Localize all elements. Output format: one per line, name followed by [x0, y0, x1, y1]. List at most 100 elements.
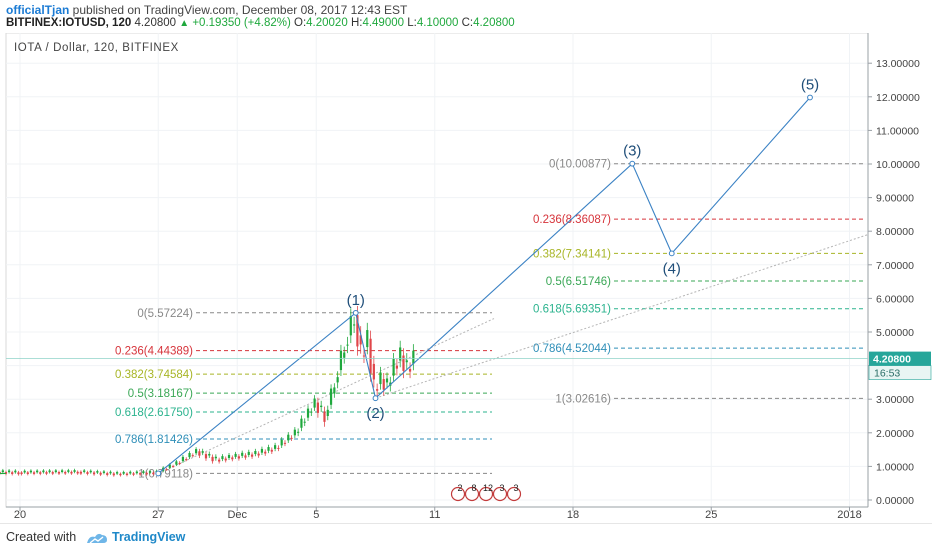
candle-body	[218, 460, 220, 462]
candle-body	[215, 457, 217, 459]
tradingview-logo-icon	[86, 531, 108, 545]
candle-body	[409, 369, 411, 372]
open-value: 4.20020	[306, 17, 348, 29]
candle-body	[330, 389, 332, 405]
fib-level-label: 0.382(7.34141)	[533, 248, 611, 260]
candle-body	[300, 419, 302, 428]
candle-body	[261, 449, 263, 453]
candle-body	[185, 459, 187, 460]
event-marker-count: 2	[457, 483, 462, 493]
candle-body	[304, 422, 306, 423]
candle-body	[70, 472, 72, 474]
candle-body	[274, 445, 276, 449]
candle-body	[244, 455, 246, 457]
candle-body	[179, 463, 181, 464]
candle-body	[383, 379, 385, 390]
chart-header: officialTjan published on TradingView.co…	[0, 0, 932, 32]
ohlc-line: BITFINEX:IOTUSD, 120 4.20800 ▲ +0.19350 …	[6, 17, 515, 29]
candle-body	[307, 409, 309, 418]
candle-body	[284, 443, 286, 444]
candle-body	[396, 366, 398, 369]
candle-body	[61, 470, 63, 472]
fib-level-label: 0.236(8.36087)	[533, 214, 611, 226]
candle-body	[146, 473, 148, 474]
price-tick-label: 11.00000	[876, 125, 919, 137]
candle-body	[96, 471, 98, 473]
author-name[interactable]: officialTjan	[6, 3, 69, 17]
wave-point	[156, 471, 161, 476]
fib-level-label: 0.618(2.61750)	[115, 407, 193, 419]
candle-body	[139, 473, 141, 474]
candle-body	[113, 473, 115, 475]
tradingview-brand-link[interactable]: TradingView	[112, 530, 185, 544]
candle-body	[323, 412, 325, 422]
candle-body	[267, 447, 269, 451]
candle-body	[132, 473, 134, 474]
time-tick-label: 20	[14, 509, 26, 521]
candle-body	[27, 472, 29, 474]
candle-body	[294, 430, 296, 436]
candle-body	[248, 452, 250, 455]
candle-body	[241, 453, 243, 456]
chart-title: IOTA / Dollar, 120, BITFINEX	[14, 42, 179, 54]
time-tick-label: 18	[567, 509, 579, 521]
high-label: H:	[351, 17, 363, 29]
candle-body	[39, 472, 41, 474]
close-value: 4.20800	[473, 17, 515, 29]
low-value: 4.10000	[417, 17, 459, 29]
candle-body	[366, 330, 368, 347]
wave-label: (2)	[366, 405, 384, 422]
wave-label: (5)	[801, 76, 819, 93]
candle-body	[254, 451, 256, 454]
candle-body	[49, 470, 51, 472]
candle-body	[198, 451, 200, 455]
event-marker-count: 12	[483, 483, 493, 493]
candle-body	[350, 316, 352, 335]
candle-body	[376, 389, 378, 391]
candle-body	[320, 406, 322, 407]
candle-body	[340, 351, 342, 370]
fib-level-label: 0(5.57224)	[137, 308, 193, 320]
high-value: 4.49000	[362, 17, 404, 29]
candle-body	[402, 356, 404, 371]
low-label: L:	[407, 17, 417, 29]
price-tick-label: 2.00000	[876, 428, 914, 440]
candle-body	[67, 470, 69, 472]
candle-body	[343, 352, 345, 357]
candle-body	[205, 454, 207, 458]
candle-body	[2, 470, 4, 472]
price-tick-label: 1.00000	[876, 461, 914, 473]
price-chart[interactable]: 0(5.57224)0.236(4.44389)0.382(3.74584)0.…	[0, 33, 932, 521]
wave-point	[373, 396, 378, 401]
event-marker-count: 3	[513, 483, 518, 493]
candle-body	[363, 356, 365, 357]
candle-body	[373, 364, 375, 380]
price-tick-label: 8.00000	[876, 226, 914, 238]
candle-body	[195, 449, 197, 453]
candle-body	[24, 471, 26, 473]
price-tick-label: 12.00000	[876, 92, 920, 104]
wave-point	[669, 251, 674, 256]
fib-level-label: 0.786(4.52044)	[533, 343, 611, 355]
close-label: C:	[462, 17, 474, 29]
candle-body	[235, 454, 237, 457]
published-text: published on TradingView.com, December 0…	[69, 3, 407, 17]
candle-body	[211, 457, 213, 461]
price-tick-label: 3.00000	[876, 394, 914, 406]
fib-level-label: 1(3.02616)	[555, 393, 611, 405]
candle-body	[317, 403, 319, 413]
time-tick-label: Dec	[227, 509, 247, 521]
candle-body	[129, 472, 131, 474]
wave-label: (1)	[347, 292, 365, 309]
candle-body	[152, 473, 154, 474]
candle-body	[83, 470, 85, 472]
candle-body	[64, 472, 66, 474]
candle-body	[103, 471, 105, 473]
candle-body	[36, 471, 38, 473]
wave-label: (3)	[623, 143, 641, 160]
time-tick-label: 5	[313, 509, 319, 521]
last-price: 4.20800	[134, 17, 176, 29]
candle-body	[310, 412, 312, 413]
candle-body	[221, 456, 223, 459]
candle-body	[109, 472, 111, 474]
